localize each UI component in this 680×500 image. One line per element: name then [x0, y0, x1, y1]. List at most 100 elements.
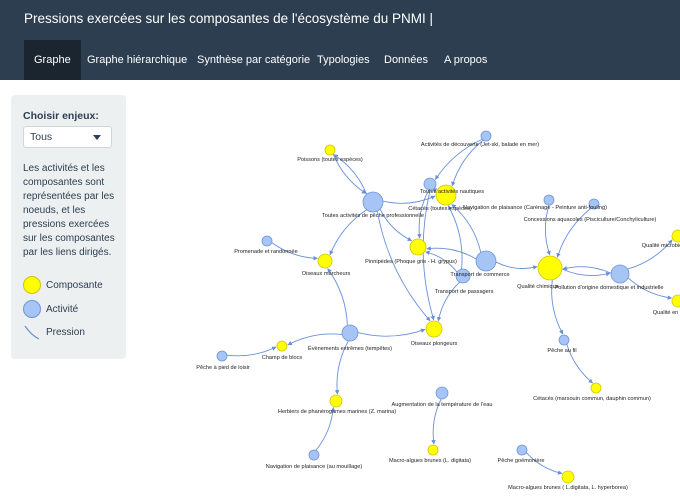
edge-nav_mouillage-herbiers [315, 407, 336, 451]
legend-pression-label: Pression [46, 327, 85, 338]
node-promenade[interactable] [261, 235, 273, 247]
node-label-transport_pass: Transport de passagers [435, 289, 494, 295]
tab-graphe-hierarchique[interactable]: Graphe hiérarchique [87, 54, 188, 66]
node-augmentation_temp[interactable] [435, 386, 449, 400]
edge-transport_pass-pinnipedes [425, 250, 458, 273]
node-label-promenade: Promenade et randonnée [234, 249, 297, 255]
node-evenements[interactable] [341, 324, 359, 342]
node-qualite_eau[interactable] [671, 294, 680, 308]
node-nav_plaisance_car[interactable] [543, 194, 555, 206]
network-graph-canvas[interactable]: Poissons (toutes espèces) Activités de dé… [130, 88, 680, 500]
edge-act_decouverte-toutes_act_naut [434, 138, 483, 180]
node-label-concessions: Concessions aquacoles (Pisciculture/Conc… [524, 217, 657, 223]
node-label-peche_goemoniere: Pêche goémonière [498, 458, 545, 464]
node-poissons[interactable] [324, 144, 336, 156]
node-peche_fil[interactable] [558, 334, 570, 346]
node-peche_goemoniere[interactable] [516, 444, 528, 456]
edge-transport_pass-oiseaux_plongeurs [436, 281, 460, 322]
node-label-nav_mouillage: Navigation de plaisance (au mouillage) [266, 464, 363, 470]
enjeux-select-value: Tous [30, 131, 53, 143]
legend-activite-label: Activité [46, 304, 79, 315]
edge-qualite_chimique-peche_fil [551, 279, 564, 335]
node-label-champ_blocs: Champ de blocs [262, 355, 303, 361]
edge-nav_plaisance_car-qualite_chimique [544, 204, 551, 256]
node-cetaces_marsouin[interactable] [590, 382, 602, 394]
node-label-herbiers: Herbiers de phanérogames marines (Z. mar… [278, 409, 396, 415]
node-macro_both[interactable] [561, 470, 575, 484]
node-oiseaux_plongeurs[interactable] [425, 320, 443, 338]
node-act_decouverte[interactable] [480, 130, 492, 142]
node-label-qualite_eau: Qualité en eau [653, 310, 680, 316]
node-label-evenements: Évènements extrêmes (tempêtes) [308, 345, 392, 352]
node-label-toutes_act_naut: Toutes activités nautiques [420, 189, 484, 195]
node-qualite_chimique[interactable] [537, 255, 563, 281]
edge-act_decouverte-cetaces_all [451, 139, 484, 187]
edge-toutes_act_naut-pinnipedes [416, 189, 430, 239]
edge-transport_com-pinnipedes [426, 246, 477, 260]
edge-concessions-qualite_chimique [556, 207, 592, 258]
app-header: Pressions exercées sur les composantes d… [0, 0, 680, 40]
node-label-oiseaux_marcheurs: Oiseaux marcheurs [302, 271, 351, 277]
edge-peche_goemoniere-macro_both [525, 452, 563, 475]
node-label-poissons: Poissons (toutes espèces) [297, 157, 363, 163]
node-label-peche_fil: Pêche au fil [547, 348, 576, 354]
edge-peche_pied-champ_blocs [226, 346, 277, 357]
node-label-nav_plaisance_car: Navigation de plaisance (Carénage - Pein… [463, 205, 607, 211]
node-peche_pro[interactable] [362, 191, 384, 213]
edge-transport_com-qualite_chimique [495, 261, 538, 270]
app-title: Pressions exercées sur les composantes d… [24, 11, 434, 26]
edge-pollution-qualite_chimique [562, 265, 612, 274]
composante-node-icon [23, 276, 41, 294]
node-cetaces_all[interactable] [435, 184, 457, 206]
node-champ_blocs[interactable] [276, 340, 288, 352]
edge-evenements-champ_blocs [287, 333, 343, 346]
node-toutes_act_naut[interactable] [423, 177, 437, 191]
node-label-transport_com: Transport de commerce [450, 272, 509, 278]
tab-typologies[interactable]: Typologies [317, 54, 370, 66]
node-macro_digitata[interactable] [427, 444, 439, 456]
enjeux-select[interactable]: Tous [23, 126, 112, 148]
edge-evenements-oiseaux_plongeurs [357, 328, 426, 337]
edge-toutes_act_naut-oiseaux_plongeurs [422, 189, 435, 321]
node-concessions[interactable] [588, 198, 600, 210]
node-label-augmentation_temp: Augmentation de la température de l'eau [392, 402, 493, 408]
edge-transport_com-cetaces_all [451, 204, 482, 253]
node-herbiers[interactable] [329, 394, 343, 408]
node-label-macro_both: Macro-algues brunes ( L.digitata, L. hyp… [508, 485, 628, 491]
edges-layer [226, 138, 673, 475]
node-transport_com[interactable] [475, 250, 497, 272]
edge-evenements-oiseaux_marcheurs [327, 268, 348, 326]
nodes-layer [216, 130, 680, 484]
node-label-cetaces_all: Cétacés (toutes espèces) [408, 206, 472, 212]
tab-a-propos[interactable]: A propos [444, 54, 488, 66]
pression-edge-icon [24, 325, 40, 340]
node-label-oiseaux_plongeurs: Oiseaux plongeurs [411, 341, 458, 347]
node-label-act_decouverte: Activités de découverte (Jet-ski, balade… [421, 142, 539, 148]
edge-peche_pro-oiseaux_marcheurs [329, 209, 367, 256]
node-label-qualite_micro: Qualité microbiologique [642, 243, 680, 249]
graph-description: Les activités et les composantes sont re… [23, 163, 115, 258]
edge-peche_pro-oiseaux_plongeurs [376, 210, 431, 322]
nav-bar: Graphe Graphe hiérarchique Synthèse par … [0, 40, 680, 80]
node-nav_mouillage[interactable] [308, 449, 320, 461]
node-oiseaux_marcheurs[interactable] [317, 253, 333, 269]
node-peche_pied[interactable] [216, 350, 228, 362]
tab-synthese-par-categorie[interactable]: Synthèse par catégorie [197, 54, 311, 66]
node-qualite_micro[interactable] [671, 229, 680, 243]
tab-donnees[interactable]: Données [384, 54, 429, 66]
node-label-peche_pied: Pêche à pied de loisir [196, 365, 250, 371]
tab-graphe[interactable]: Graphe [24, 40, 81, 80]
edge-augmentation_temp-macro_digitata [431, 398, 442, 445]
enjeux-label: Choisir enjeux: [23, 110, 99, 122]
edge-peche_fil-cetaces_marsouin [566, 344, 594, 384]
node-label-pinnipedes: Pinnipèdes (Phoque gris - H. grypus) [365, 259, 457, 265]
node-transport_pass[interactable] [455, 268, 471, 284]
network-graph[interactable]: Poissons (toutes espèces) Activités de dé… [130, 88, 680, 500]
edge-peche_pro-cetaces_all [382, 195, 436, 204]
node-label-peche_pro: Toutes activités de pêche professionnell… [322, 213, 424, 219]
legend-composante-label: Composante [46, 280, 103, 291]
activite-node-icon [23, 300, 41, 318]
node-pinnipedes[interactable] [409, 238, 427, 256]
node-pollution[interactable] [610, 264, 630, 284]
edge-qualite_chimique-pollution [561, 268, 611, 277]
